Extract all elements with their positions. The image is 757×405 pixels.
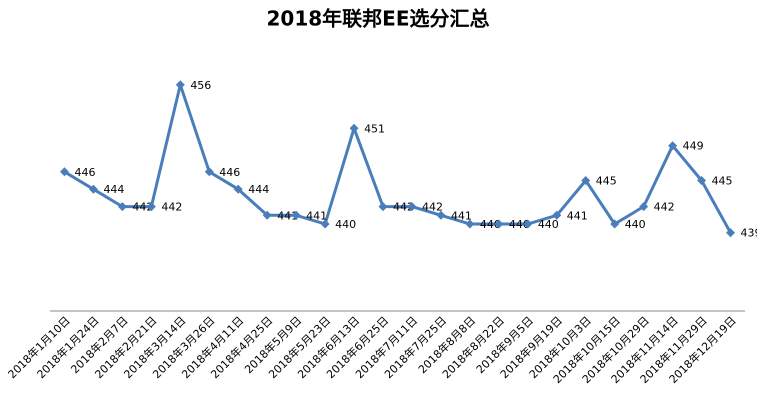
data-label: 441 bbox=[306, 209, 327, 222]
data-point bbox=[175, 80, 185, 90]
data-label: 441 bbox=[451, 209, 472, 222]
data-point bbox=[436, 210, 446, 220]
chart-title: 2018年联邦EE选分汇总 bbox=[267, 7, 490, 31]
data-point bbox=[639, 202, 649, 212]
data-label: 439 bbox=[741, 227, 757, 240]
data-point bbox=[88, 184, 98, 194]
data-point bbox=[581, 176, 591, 185]
data-point bbox=[204, 167, 214, 177]
data-point bbox=[59, 167, 69, 177]
data-point bbox=[465, 219, 475, 229]
data-point bbox=[552, 210, 562, 220]
data-line bbox=[63, 83, 732, 234]
data-point bbox=[291, 210, 301, 220]
data-label: 442 bbox=[132, 201, 153, 214]
data-point bbox=[494, 219, 504, 229]
data-point bbox=[262, 210, 272, 220]
data-point bbox=[407, 202, 417, 212]
data-label: 456 bbox=[190, 79, 211, 92]
data-label: 440 bbox=[480, 218, 501, 231]
data-label: 449 bbox=[683, 140, 704, 153]
data-label: 451 bbox=[364, 122, 385, 135]
data-label: 444 bbox=[103, 183, 124, 196]
data-label: 446 bbox=[74, 166, 95, 179]
data-point bbox=[349, 123, 359, 133]
data-label: 440 bbox=[335, 218, 356, 231]
data-point bbox=[320, 219, 330, 229]
data-label: 442 bbox=[393, 201, 414, 214]
data-point bbox=[668, 141, 678, 151]
data-label: 444 bbox=[248, 183, 269, 196]
data-label: 440 bbox=[625, 218, 646, 231]
data-label: 446 bbox=[219, 166, 240, 179]
data-label: 442 bbox=[161, 201, 182, 214]
data-point bbox=[523, 219, 533, 229]
data-label: 445 bbox=[596, 175, 617, 188]
data-point bbox=[146, 202, 156, 212]
data-point bbox=[697, 176, 707, 185]
data-label: 441 bbox=[277, 209, 298, 222]
data-point bbox=[726, 228, 736, 238]
data-label: 445 bbox=[712, 175, 733, 188]
data-point bbox=[378, 202, 388, 212]
data-label: 441 bbox=[567, 209, 588, 222]
data-label: 442 bbox=[422, 201, 443, 214]
data-point bbox=[610, 219, 620, 229]
data-label: 440 bbox=[538, 218, 559, 231]
data-label: 442 bbox=[654, 201, 675, 214]
data-label: 440 bbox=[509, 218, 530, 231]
data-point bbox=[117, 202, 127, 212]
data-point bbox=[233, 184, 243, 194]
